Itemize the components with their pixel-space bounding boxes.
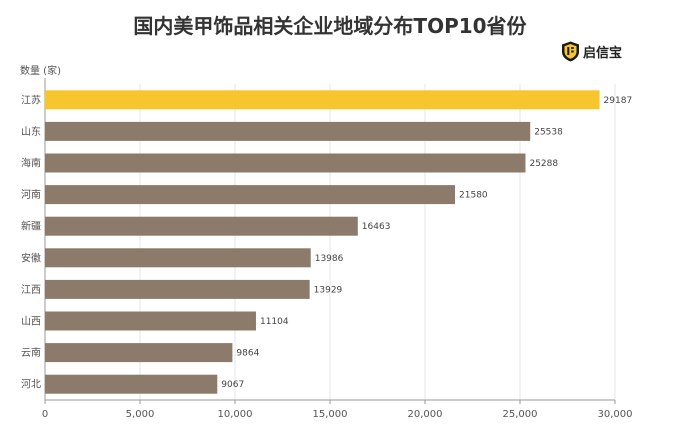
value-label: 13986 — [315, 254, 344, 264]
x-tick-label: 30,000 — [598, 409, 633, 420]
category-label: 山东 — [21, 125, 41, 138]
bar — [45, 216, 358, 236]
bar — [45, 121, 531, 141]
value-label: 16463 — [362, 222, 391, 232]
bar — [45, 343, 233, 363]
value-label: 11104 — [260, 317, 289, 327]
y-axis-label: 数量 (家) — [20, 66, 61, 77]
shield-logo-icon — [562, 41, 579, 61]
value-label: 25288 — [529, 159, 558, 169]
bar — [45, 311, 256, 331]
value-label: 21580 — [459, 191, 488, 201]
bar — [45, 90, 600, 110]
category-label: 山西 — [21, 316, 41, 328]
x-tick-label: 15,000 — [313, 409, 348, 420]
brand-name: 启信宝 — [583, 45, 623, 61]
x-tick-label: 0 — [42, 409, 48, 420]
value-label: 25538 — [534, 127, 563, 137]
bar — [45, 374, 218, 394]
bar — [45, 153, 526, 173]
x-tick-label: 10,000 — [218, 409, 253, 420]
category-label: 河南 — [21, 188, 41, 201]
value-label: 9067 — [221, 380, 244, 390]
category-label: 安徽 — [21, 251, 41, 264]
category-label: 云南 — [21, 346, 41, 359]
x-tick-label: 20,000 — [408, 409, 443, 420]
bar — [45, 185, 456, 205]
value-label: 29187 — [604, 96, 633, 106]
category-label: 江苏 — [21, 93, 41, 106]
category-label: 新疆 — [21, 220, 41, 233]
category-label: 河北 — [21, 379, 41, 391]
x-tick-label: 25,000 — [503, 409, 538, 420]
bar — [45, 248, 311, 268]
value-label: 9864 — [236, 349, 259, 359]
category-label: 江西 — [21, 284, 41, 296]
chart-title: 国内美甲饰品相关企业地域分布TOP10省份 — [133, 14, 527, 38]
category-label: 海南 — [21, 157, 41, 170]
value-label: 13929 — [314, 285, 343, 295]
brand-logo: 启信宝 — [561, 39, 622, 63]
bar — [45, 279, 310, 299]
x-tick-label: 5,000 — [126, 409, 155, 420]
